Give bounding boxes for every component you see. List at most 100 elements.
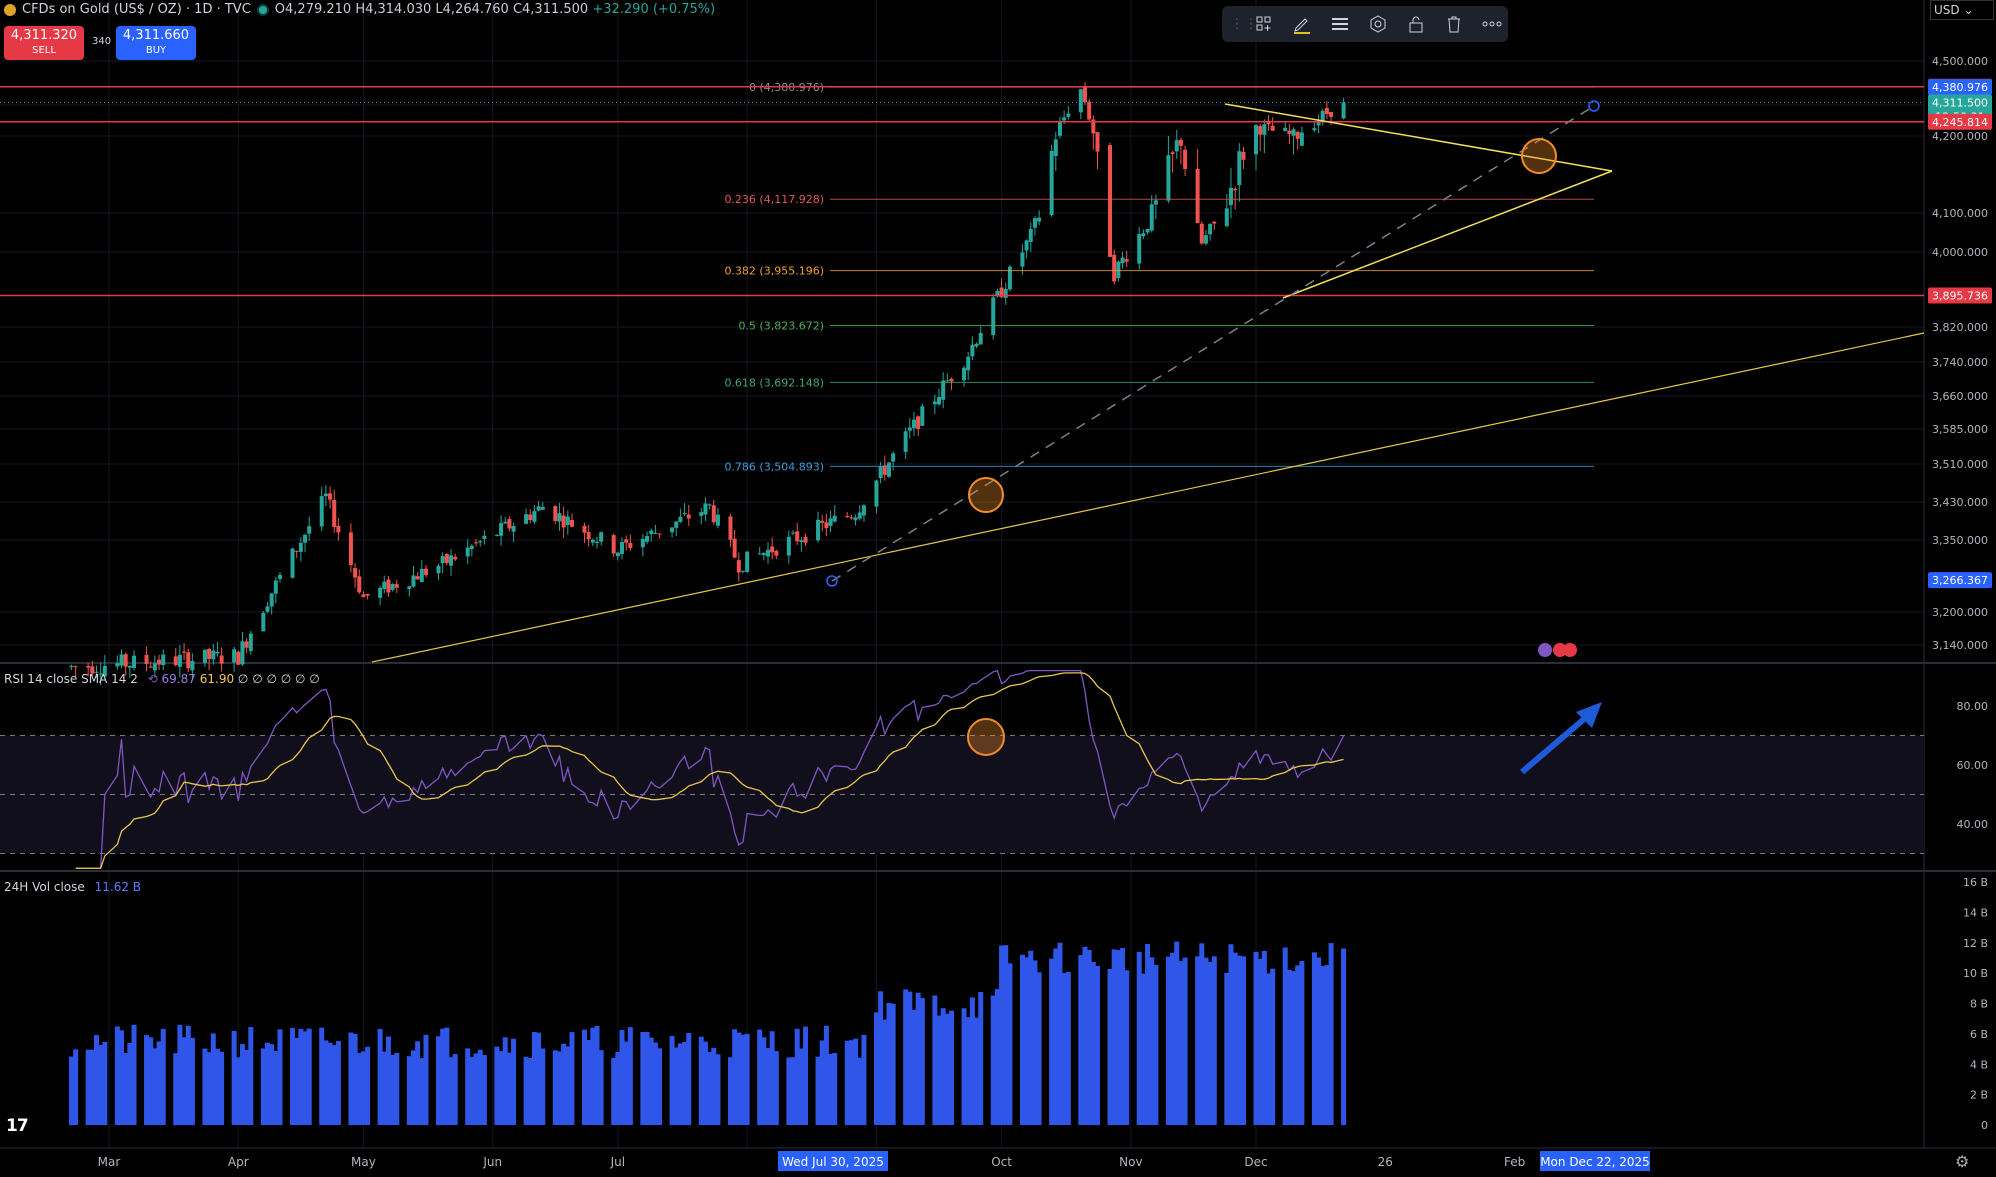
volume-bar bbox=[1316, 957, 1322, 1125]
buy-button[interactable]: 4,311.660 BUY bbox=[116, 26, 196, 60]
volume-bar bbox=[93, 1035, 99, 1125]
line-style-icon[interactable] bbox=[1326, 10, 1354, 38]
candle-body bbox=[1183, 149, 1188, 170]
volume-bar bbox=[1228, 944, 1234, 1125]
volume-bar bbox=[356, 1053, 362, 1125]
rsi-legend[interactable]: RSI 14 close SMA 14 2 ⟲ 69.87 61.90 ∅ ∅ … bbox=[4, 672, 320, 686]
candle-body bbox=[820, 520, 825, 523]
volume-bar bbox=[210, 1033, 216, 1125]
volume-bar bbox=[394, 1052, 400, 1125]
volume-bar bbox=[581, 1029, 587, 1125]
volume-bar bbox=[999, 945, 1005, 1125]
candle-body bbox=[511, 525, 516, 532]
candle-body bbox=[536, 506, 541, 511]
volume-bar bbox=[1295, 965, 1301, 1125]
volume-bar bbox=[832, 1052, 838, 1125]
candle-body bbox=[1287, 130, 1292, 134]
settings-icon[interactable] bbox=[1364, 10, 1392, 38]
grip-icon[interactable]: ⋮⋮ bbox=[1230, 16, 1258, 32]
volume-bar bbox=[89, 1049, 95, 1125]
volume-bar bbox=[189, 1037, 195, 1125]
candle-body bbox=[761, 553, 766, 556]
rsi-tick-label: 40.00 bbox=[1957, 818, 1989, 831]
candle-body bbox=[98, 673, 103, 675]
candle-body bbox=[1228, 187, 1233, 206]
add-widget-icon[interactable] bbox=[1250, 10, 1278, 38]
candle-body bbox=[423, 568, 428, 575]
volume-bar bbox=[702, 1041, 708, 1125]
volume-bar bbox=[1291, 971, 1297, 1125]
volume-bar bbox=[68, 1056, 74, 1125]
candle-body bbox=[786, 536, 791, 556]
candle-body bbox=[795, 531, 800, 542]
volume-bar bbox=[727, 1057, 733, 1125]
volume-legend[interactable]: 24H Vol close 11.62 B bbox=[4, 880, 141, 894]
trash-icon[interactable] bbox=[1440, 10, 1468, 38]
volume-bar bbox=[277, 1029, 283, 1125]
volume-bar bbox=[761, 1037, 767, 1125]
price-tick-label: 4,000.000 bbox=[1932, 246, 1988, 259]
volume-bar bbox=[711, 1047, 717, 1125]
candle-body bbox=[1233, 188, 1238, 191]
candle-body bbox=[657, 533, 662, 535]
candle-body bbox=[207, 648, 212, 660]
fib-level-label: 0.786 (3,504.893) bbox=[724, 460, 824, 473]
symbol-title[interactable]: CFDs on Gold (US$ / OZ) · 1D · TVC bbox=[22, 2, 251, 17]
volume-bar bbox=[1149, 957, 1155, 1125]
candle-body bbox=[553, 506, 558, 522]
volume-bar bbox=[1261, 950, 1267, 1125]
volume-bar bbox=[1024, 957, 1030, 1125]
candle-body bbox=[378, 587, 383, 598]
volume-tick-label: 14 B bbox=[1963, 906, 1988, 919]
time-axis-label: May bbox=[351, 1155, 376, 1169]
sell-button[interactable]: 4,311.320 SELL bbox=[4, 26, 84, 60]
gear-icon[interactable]: ⚙ bbox=[1955, 1152, 1970, 1171]
price-tick-label: 3,430.000 bbox=[1932, 496, 1988, 509]
candle-body bbox=[1137, 234, 1142, 264]
candle-body bbox=[1320, 110, 1325, 121]
volume-bar bbox=[990, 995, 996, 1125]
rsi-tick-label: 80.00 bbox=[1957, 700, 1989, 713]
tradingview-logo-icon[interactable]: 17 bbox=[6, 1116, 29, 1136]
volume-bar bbox=[773, 1051, 779, 1125]
event-icon bbox=[1538, 643, 1552, 657]
candle-body bbox=[1082, 87, 1087, 103]
candle-body bbox=[1149, 204, 1154, 231]
volume-bar bbox=[377, 1028, 383, 1125]
volume-bar bbox=[1049, 958, 1055, 1125]
volume-bar bbox=[1328, 943, 1334, 1125]
rsi-sma-value: 61.90 bbox=[199, 672, 235, 686]
volume-bar bbox=[440, 1028, 446, 1125]
pencil-color-icon[interactable] bbox=[1288, 10, 1316, 38]
candle-body bbox=[215, 651, 220, 654]
candle-body bbox=[1020, 252, 1025, 267]
candle-body bbox=[273, 580, 278, 594]
volume-bar bbox=[969, 997, 975, 1125]
lock-icon[interactable] bbox=[1402, 10, 1430, 38]
candle-body bbox=[415, 576, 420, 580]
volume-bar bbox=[1078, 955, 1084, 1125]
candle-body bbox=[307, 526, 312, 534]
fib-level-label: 0.5 (3,823.672) bbox=[738, 319, 824, 332]
volume-bar bbox=[536, 1032, 542, 1125]
more-icon[interactable] bbox=[1478, 10, 1506, 38]
volume-bar bbox=[177, 1024, 183, 1125]
currency-selector[interactable]: USD ⌄ bbox=[1930, 0, 1994, 20]
volume-bar bbox=[769, 1031, 775, 1125]
volume-bar bbox=[219, 1051, 225, 1125]
volume-bar bbox=[974, 1017, 980, 1125]
volume-bar bbox=[1120, 948, 1126, 1125]
volume-bar bbox=[640, 1031, 646, 1125]
price-tick-label: 3,510.000 bbox=[1932, 458, 1988, 471]
volume-bar bbox=[798, 1048, 804, 1125]
candle-body bbox=[90, 666, 95, 674]
volume-bar bbox=[886, 1002, 892, 1125]
crosshair-date-label: Wed Jul 30, 2025 bbox=[782, 1155, 884, 1169]
price-tick-label: 3,820.000 bbox=[1932, 321, 1988, 334]
price-tick-label: 4,200.000 bbox=[1932, 130, 1988, 143]
rsi-up-arrow-head bbox=[1576, 702, 1602, 728]
candle-body bbox=[248, 633, 253, 652]
volume-bar bbox=[932, 995, 938, 1125]
volume-bar bbox=[298, 1028, 304, 1125]
